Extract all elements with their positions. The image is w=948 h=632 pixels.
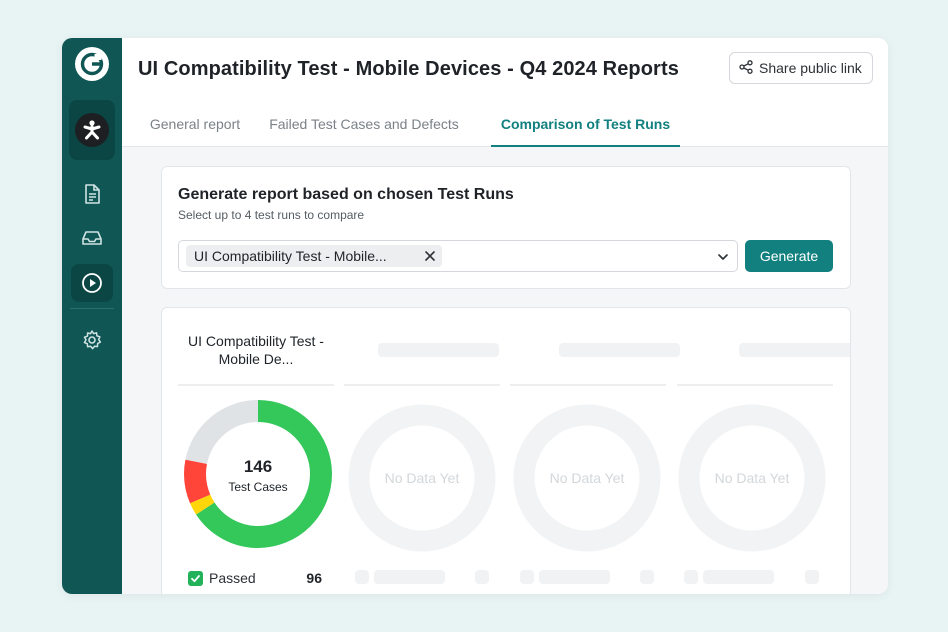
sidebar-divider [70,308,114,309]
tab-general-report[interactable]: General report [149,116,241,132]
no-data-label: No Data Yet [385,470,460,486]
generate-card-subtitle: Select up to 4 test runs to compare [178,208,365,222]
column-divider [510,384,666,386]
donut-slice-2[interactable] [184,400,332,548]
legend-value: 96 [306,570,322,586]
share-button-label: Share public link [759,60,862,76]
play-icon[interactable] [71,264,113,302]
chip-label: UI Compatibility Test - Mobile... [194,248,387,264]
donut-total-label: Test Cases [228,480,287,494]
empty-donut: No Data Yet [678,404,826,552]
sidebar [62,38,122,594]
comparison-card: UI Compatibility Test - Mobile De... 146… [161,307,851,594]
app-logo-icon[interactable] [75,47,109,81]
check-icon [188,570,203,586]
placeholder-legend [374,570,445,584]
empty-donut: No Data Yet [348,404,496,552]
column-divider [344,384,500,386]
tab-failed-test-cases[interactable]: Failed Test Cases and Defects [269,116,459,132]
placeholder-legend [475,570,489,584]
selected-run-chip: UI Compatibility Test - Mobile... [186,245,442,267]
test-results-donut: 146 Test Cases [184,400,332,548]
app-window: UI Compatibility Test - Mobile Devices -… [62,38,888,594]
project-avatar-icon [75,113,109,147]
placeholder-legend [355,570,369,584]
settings-icon[interactable] [71,321,113,359]
placeholder-legend [703,570,774,584]
placeholder-title [559,343,680,357]
donut-slices [184,400,332,548]
column-divider [677,384,833,386]
project-switcher[interactable] [69,100,115,160]
placeholder-legend [539,570,610,584]
inbox-icon[interactable] [71,219,113,257]
no-data-label: No Data Yet [550,470,625,486]
placeholder-legend [520,570,534,584]
no-data-label: No Data Yet [715,470,790,486]
share-public-link-button[interactable]: Share public link [729,52,873,84]
chevron-down-icon[interactable] [717,250,729,268]
placeholder-legend [684,570,698,584]
main-content: UI Compatibility Test - Mobile Devices -… [122,38,888,594]
legend-item-passed[interactable]: Passed 96 [188,570,322,586]
placeholder-title [378,343,499,357]
generate-button[interactable]: Generate [745,240,833,272]
generate-report-card: Generate report based on chosen Test Run… [161,166,851,289]
donut-slice-3[interactable] [184,400,332,548]
run-column-title: UI Compatibility Test - Mobile De... [188,333,324,367]
generate-card-title: Generate report based on chosen Test Run… [178,186,514,203]
column-divider [178,384,334,386]
donut-total: 146 [244,457,272,476]
test-run-select[interactable]: UI Compatibility Test - Mobile... [178,240,738,272]
document-icon[interactable] [71,175,113,213]
placeholder-title [739,343,850,357]
share-icon [739,59,753,77]
tab-comparison[interactable]: Comparison of Test Runs [491,110,680,147]
page-title: UI Compatibility Test - Mobile Devices -… [138,58,679,80]
placeholder-legend [640,570,654,584]
empty-donut: No Data Yet [513,404,661,552]
page-header: UI Compatibility Test - Mobile Devices -… [122,38,888,147]
legend-label: Passed [209,570,256,586]
placeholder-legend [805,570,819,584]
close-icon[interactable] [418,250,442,262]
